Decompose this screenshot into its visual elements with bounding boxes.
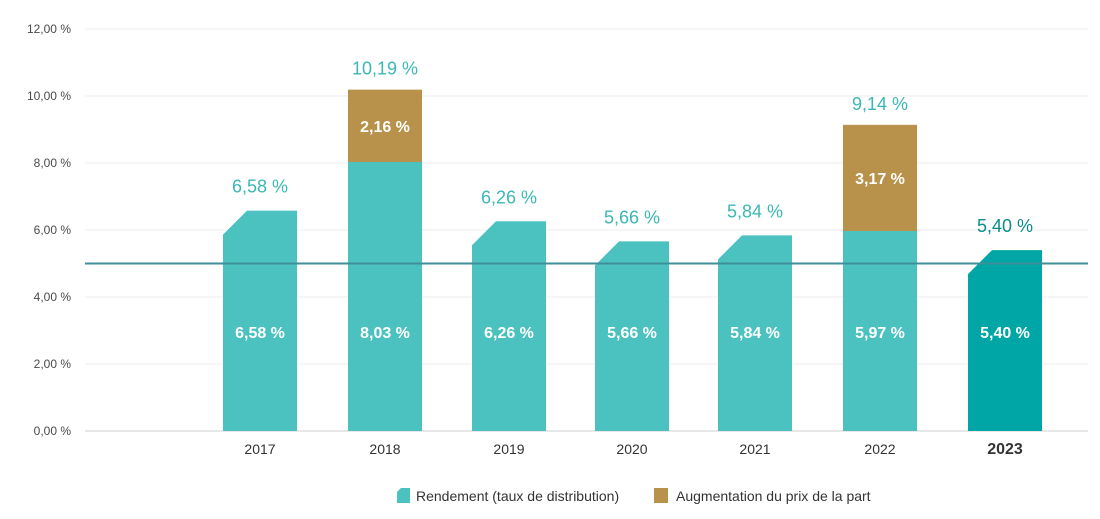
- data-label-total: 5,84 %: [727, 201, 783, 221]
- x-tick-label: 2017: [244, 441, 275, 457]
- legend-label-augmentation: Augmentation du prix de la part: [676, 488, 871, 504]
- bar-rendement: [718, 235, 792, 431]
- data-label-rendement: 5,84 %: [730, 325, 780, 342]
- y-tick-label: 8,00 %: [34, 156, 72, 170]
- bar-augmentation: [348, 89, 422, 162]
- x-tick-label: 2020: [616, 441, 647, 457]
- bar-rendement: [223, 210, 297, 431]
- bar-rendement: [472, 221, 546, 431]
- legend-swatch-rendement: [397, 488, 410, 503]
- y-tick-label: 12,00 %: [27, 22, 71, 36]
- bar-augmentation: [843, 124, 917, 232]
- data-label-augmentation: 3,17 %: [855, 171, 905, 188]
- bars: [223, 89, 1042, 431]
- data-labels: 6,58 % 6,58 % 2,16 % 10,19 % 8,03 % 6,26 % 6,2…: [232, 59, 1033, 342]
- y-tick-label: 4,00 %: [34, 290, 72, 304]
- y-tick-label: 6,00 %: [34, 223, 72, 237]
- bar-rendement: [348, 161, 422, 431]
- data-label-rendement: 8,03 %: [360, 325, 410, 342]
- legend-swatch-augmentation: [654, 488, 668, 503]
- data-label-total: 10,19 %: [352, 59, 418, 79]
- x-tick-label: 2022: [864, 441, 895, 457]
- x-tick-label: 2023: [987, 441, 1023, 458]
- x-tick-label: 2019: [493, 441, 524, 457]
- x-tick-label: 2018: [369, 441, 400, 457]
- legend: Rendement (taux de distribution) Augmenta…: [397, 488, 871, 504]
- y-tick-label: 0,00 %: [34, 424, 72, 438]
- x-axis: 2017 2018 2019 2020 2021 2022 2023: [244, 441, 1022, 458]
- data-label-rendement: 5,97 %: [855, 325, 905, 342]
- data-label-rendement: 5,66 %: [607, 325, 657, 342]
- data-label-total: 6,26 %: [481, 187, 537, 207]
- data-label-rendement: 5,40 %: [980, 325, 1030, 342]
- data-label-rendement: 6,58 %: [235, 325, 285, 342]
- x-tick-label: 2021: [739, 441, 770, 457]
- data-label-total: 6,58 %: [232, 177, 288, 197]
- y-tick-label: 2,00 %: [34, 357, 72, 371]
- bar-rendement: [968, 250, 1042, 431]
- data-label-rendement: 6,26 %: [484, 325, 534, 342]
- data-label-total: 9,14 %: [852, 94, 908, 114]
- y-tick-label: 10,00 %: [27, 89, 71, 103]
- bar-rendement: [595, 241, 669, 431]
- data-label-total: 5,40 %: [977, 216, 1033, 236]
- legend-label-rendement: Rendement (taux de distribution): [416, 488, 619, 504]
- data-label-total: 5,66 %: [604, 207, 660, 227]
- bar-rendement: [843, 231, 917, 431]
- data-label-augmentation: 2,16 %: [360, 119, 410, 136]
- y-axis: 0,00 % 2,00 % 4,00 % 6,00 % 8,00 % 10,00 % 12,…: [27, 22, 71, 438]
